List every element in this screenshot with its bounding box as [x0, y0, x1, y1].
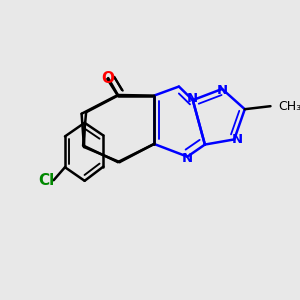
Text: N: N — [217, 84, 228, 97]
Text: N: N — [231, 133, 242, 146]
Text: N: N — [182, 152, 193, 164]
Text: O: O — [102, 70, 115, 86]
Text: Cl: Cl — [39, 173, 55, 188]
Text: N: N — [187, 92, 198, 105]
Text: CH₃: CH₃ — [279, 100, 300, 113]
